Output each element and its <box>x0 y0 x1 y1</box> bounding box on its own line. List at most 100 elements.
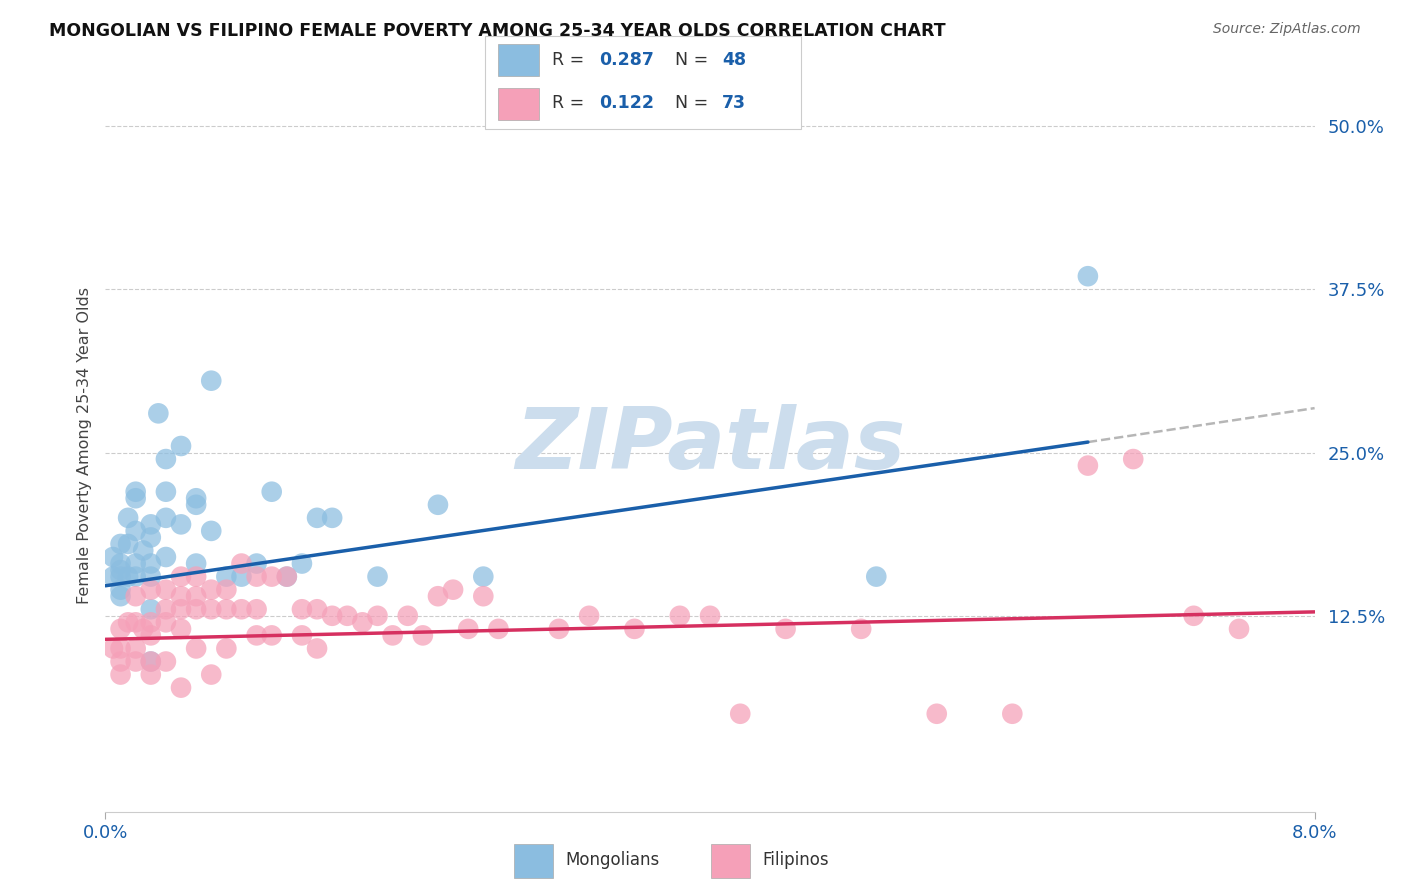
Point <box>155 602 177 616</box>
Point <box>865 569 887 583</box>
Point <box>139 655 162 669</box>
Text: Source: ZipAtlas.com: Source: ZipAtlas.com <box>1213 22 1361 37</box>
Text: Filipinos: Filipinos <box>762 851 828 870</box>
Point <box>132 622 155 636</box>
Point <box>321 511 343 525</box>
Point <box>124 615 148 630</box>
Point <box>132 543 155 558</box>
Point <box>110 537 132 551</box>
Point <box>186 589 208 603</box>
Point <box>139 530 162 544</box>
Point <box>110 563 132 577</box>
Point <box>321 608 343 623</box>
Text: MONGOLIAN VS FILIPINO FEMALE POVERTY AMONG 25-34 YEAR OLDS CORRELATION CHART: MONGOLIAN VS FILIPINO FEMALE POVERTY AMO… <box>49 22 946 40</box>
Point <box>200 582 222 597</box>
Point <box>101 641 124 656</box>
Point <box>139 569 162 583</box>
Point <box>155 484 177 499</box>
Point <box>110 622 132 636</box>
Point <box>170 602 193 616</box>
Point <box>139 667 162 681</box>
Point <box>245 569 267 583</box>
Point <box>200 374 222 388</box>
Point <box>1077 269 1099 284</box>
FancyBboxPatch shape <box>515 844 554 878</box>
Point <box>849 622 872 636</box>
Point <box>307 602 329 616</box>
Point <box>1227 622 1250 636</box>
Point <box>186 498 208 512</box>
Text: 73: 73 <box>723 95 747 112</box>
FancyBboxPatch shape <box>711 844 751 878</box>
Point <box>245 628 267 642</box>
Point <box>170 622 193 636</box>
Point <box>623 622 645 636</box>
Point <box>231 569 253 583</box>
Point <box>925 706 948 721</box>
Text: Mongolians: Mongolians <box>565 851 659 870</box>
Point <box>117 615 139 630</box>
Point <box>215 569 238 583</box>
Text: 0.287: 0.287 <box>599 51 654 69</box>
Point <box>486 622 509 636</box>
Point <box>578 608 600 623</box>
Point <box>139 655 162 669</box>
Point <box>1001 706 1024 721</box>
Point <box>548 622 571 636</box>
Point <box>124 641 148 656</box>
Point <box>110 641 132 656</box>
FancyBboxPatch shape <box>498 88 538 120</box>
Point <box>260 484 283 499</box>
Point <box>186 569 208 583</box>
Point <box>139 615 162 630</box>
Point <box>124 484 148 499</box>
Point <box>1182 608 1205 623</box>
Point <box>139 557 162 571</box>
Point <box>366 569 388 583</box>
Point <box>231 557 253 571</box>
Point <box>366 608 388 623</box>
Point <box>117 511 139 525</box>
Point <box>110 557 132 571</box>
Point <box>139 628 162 642</box>
Point <box>139 602 162 616</box>
Point <box>186 491 208 506</box>
Point <box>426 589 449 603</box>
Point <box>352 615 374 630</box>
Point <box>336 608 359 623</box>
Point <box>170 681 193 695</box>
Text: 0.122: 0.122 <box>599 95 654 112</box>
Point <box>124 589 148 603</box>
Point <box>186 641 208 656</box>
Point <box>307 511 329 525</box>
Point <box>260 569 283 583</box>
Point <box>412 628 434 642</box>
Point <box>124 524 148 538</box>
Point <box>441 582 464 597</box>
Point <box>291 602 314 616</box>
Point <box>396 608 419 623</box>
Text: R =: R = <box>551 51 589 69</box>
Point <box>155 549 177 564</box>
Point <box>101 549 124 564</box>
Point <box>155 615 177 630</box>
Point <box>260 628 283 642</box>
Point <box>170 517 193 532</box>
Point <box>124 491 148 506</box>
Point <box>170 439 193 453</box>
Point <box>215 641 238 656</box>
Point <box>231 602 253 616</box>
Point <box>200 667 222 681</box>
Point <box>110 655 132 669</box>
Point <box>148 406 170 420</box>
Point <box>276 569 298 583</box>
Point <box>775 622 797 636</box>
Point <box>276 569 298 583</box>
Point <box>186 557 208 571</box>
Point <box>155 511 177 525</box>
Point <box>155 452 177 467</box>
Point <box>472 589 495 603</box>
Point <box>307 641 329 656</box>
Point <box>124 557 148 571</box>
Point <box>215 582 238 597</box>
